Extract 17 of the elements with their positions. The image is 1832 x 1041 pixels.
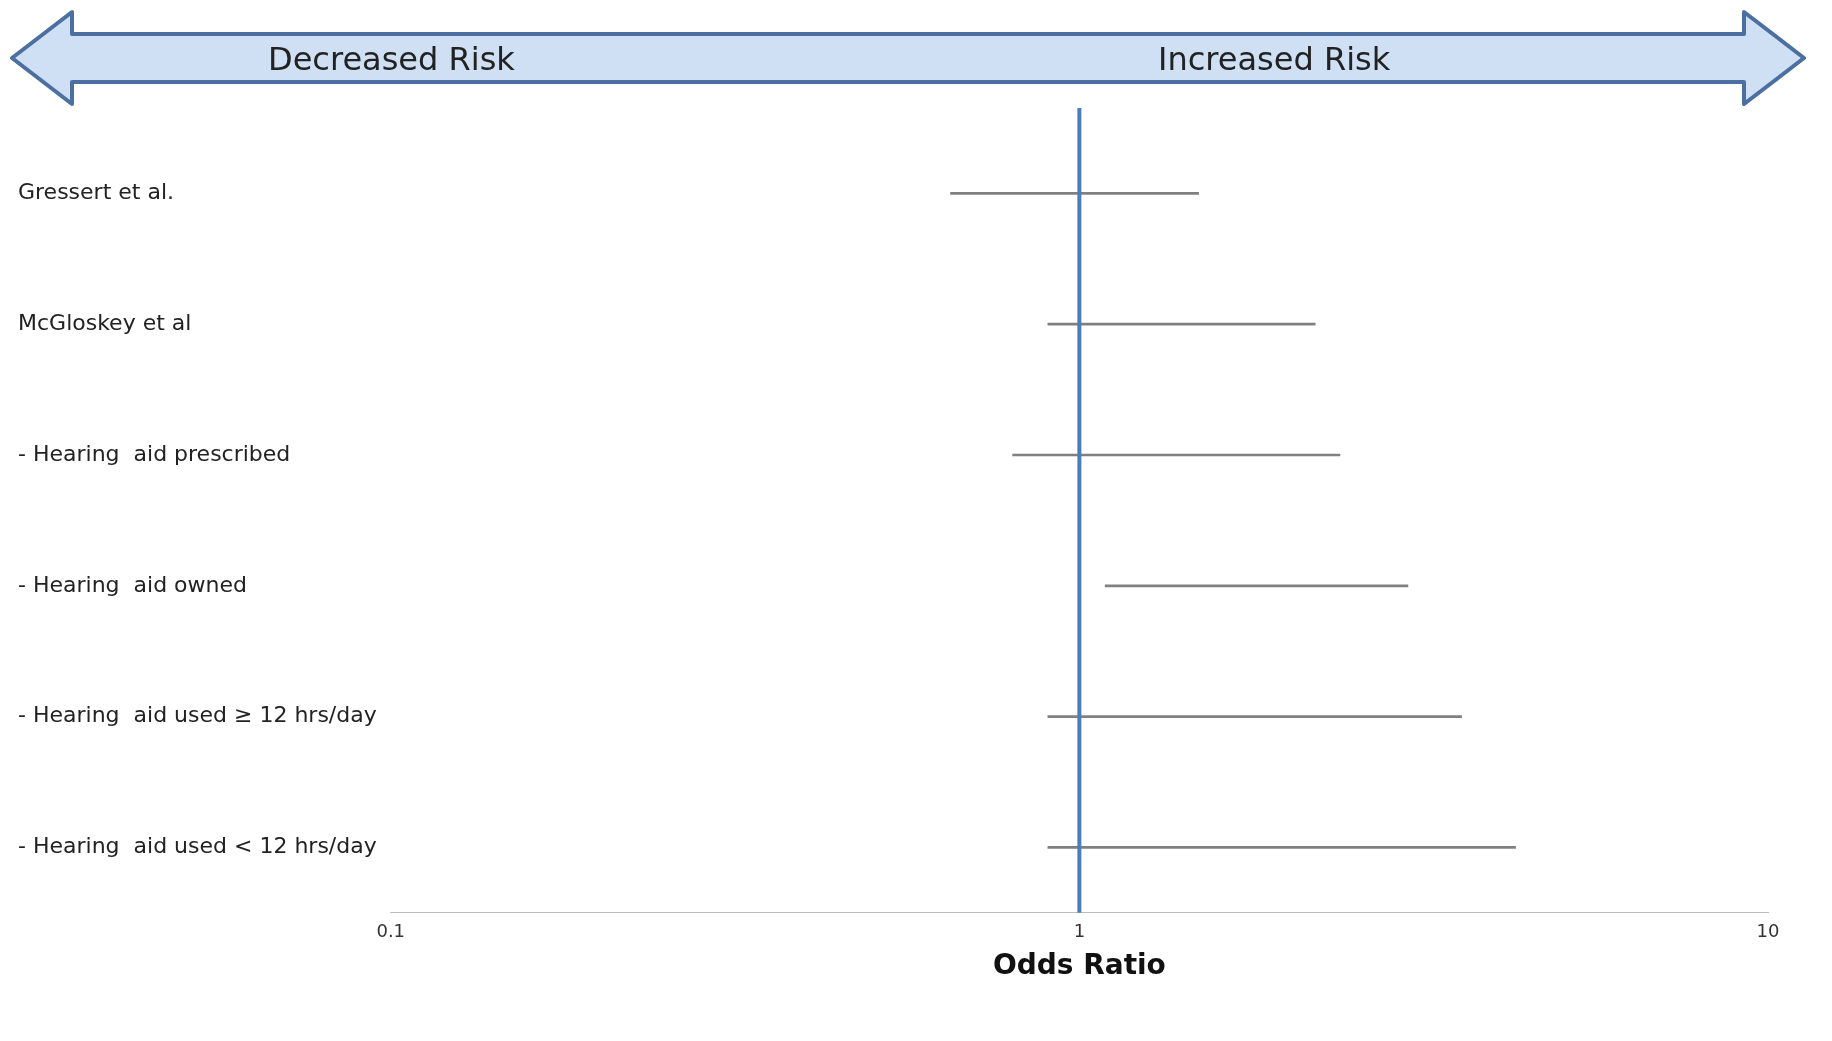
text: Decreased Risk — [268, 40, 515, 78]
y-tick-label: - Hearing aid used ≥ 12 hrs/day — [18, 702, 377, 728]
x-tick-label: 10 — [1756, 920, 1780, 942]
bar — [950, 192, 1199, 195]
y-tick-label: - Hearing aid prescribed — [18, 440, 291, 466]
y-tick-label: - Hearing aid owned — [18, 571, 247, 597]
bar — [1047, 322, 1316, 326]
x-axis-title: Odds Ratio — [992, 948, 1166, 982]
y-tick-label: McGloskey et al — [18, 309, 192, 335]
text: Increased Risk — [1158, 40, 1391, 78]
bar — [1047, 715, 1462, 718]
y-tick-label: - Hearing aid used < 12 hrs/day — [18, 833, 377, 859]
x-tick-label: 1 — [1073, 920, 1086, 942]
bar — [1104, 584, 1409, 588]
x-tick-label: 0.1 — [376, 920, 406, 942]
bar — [1047, 846, 1516, 849]
y-tick-label: Gressert et al. — [18, 179, 175, 205]
